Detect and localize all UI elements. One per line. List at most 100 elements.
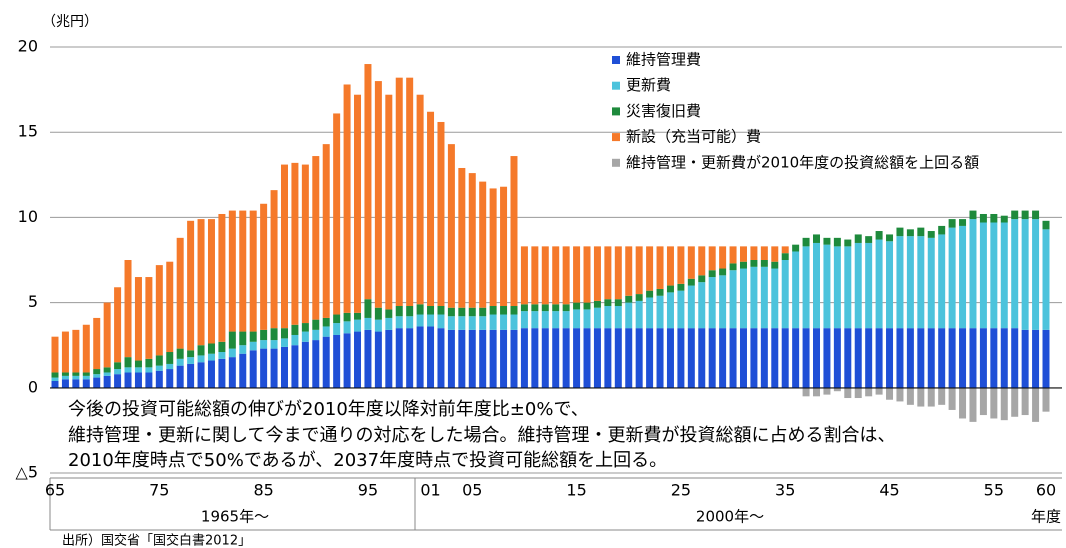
bar-segment: [354, 319, 362, 332]
bar-segment: [155, 370, 163, 388]
bar-segment: [364, 329, 372, 388]
bar-segment: [114, 362, 122, 370]
bar-segment: [489, 188, 497, 307]
bar-segment: [249, 331, 257, 342]
bar-segment: [729, 263, 737, 271]
x-tick-label: 65: [45, 481, 65, 500]
bar-segment: [197, 219, 205, 346]
bar-segment: [656, 295, 664, 329]
bar-segment: [948, 387, 956, 410]
bar-segment: [948, 328, 956, 388]
bar-segment: [447, 144, 455, 308]
bar-segment: [145, 358, 153, 368]
bar-segment: [312, 319, 320, 330]
bar-segment: [552, 328, 560, 388]
bar-segment: [625, 328, 633, 388]
bar-segment: [635, 328, 643, 388]
bar-segment: [166, 261, 174, 353]
bar-segment: [896, 236, 904, 329]
bar-segment: [886, 328, 894, 388]
bar-segment: [82, 324, 90, 373]
bar-segment: [239, 353, 247, 388]
bar-segment: [833, 387, 841, 392]
bar-segment: [1011, 219, 1019, 329]
bar-segment: [61, 372, 69, 376]
bar-segment: [51, 372, 59, 378]
bar-segment: [82, 372, 90, 376]
bar-segment: [385, 309, 393, 318]
bar-segment: [437, 328, 445, 388]
bar-segment: [260, 348, 268, 388]
bar-segment: [343, 321, 351, 334]
bar-segment: [520, 328, 528, 388]
bar-segment: [614, 328, 622, 388]
bar-segment: [406, 316, 414, 329]
x-tick-label: 15: [566, 481, 586, 500]
bar-segment: [781, 328, 789, 388]
bar-segment: [155, 365, 163, 371]
legend-swatch: [612, 158, 620, 167]
bar-segment: [479, 307, 487, 317]
bar-segment: [520, 246, 528, 305]
bar-segment: [1011, 328, 1019, 388]
bar-segment: [604, 306, 612, 329]
bar-segment: [614, 299, 622, 307]
bar-segment: [886, 241, 894, 329]
bar-segment: [354, 94, 362, 313]
bar-segment: [155, 265, 163, 356]
bar-segment: [729, 246, 737, 264]
bar-segment: [510, 306, 518, 315]
bar-segment: [228, 210, 236, 332]
bar-segment: [260, 329, 268, 341]
bar-segment: [573, 328, 581, 388]
bar-segment: [145, 367, 153, 373]
bar-segment: [906, 229, 914, 237]
bar-segment: [114, 374, 122, 388]
bar-segment: [1032, 219, 1040, 330]
bar-segment: [427, 111, 435, 307]
bar-segment: [719, 246, 727, 269]
bar-segment: [562, 328, 570, 388]
bar-segment: [833, 246, 841, 329]
bar-segment: [124, 260, 132, 358]
bar-segment: [270, 328, 278, 341]
bar-segment: [374, 81, 382, 308]
bar-segment: [510, 156, 518, 307]
bar-segment: [771, 261, 779, 269]
bar-segment: [103, 367, 111, 373]
bar-segment: [854, 242, 862, 329]
bar-segment: [103, 375, 111, 388]
bar-segment: [656, 328, 664, 388]
bar-segment: [813, 387, 821, 397]
bar-segment: [322, 336, 330, 388]
bar-segment: [218, 213, 226, 342]
x-tick-label: 05: [462, 481, 482, 500]
bar-segment: [61, 375, 69, 380]
bar-segment: [1042, 329, 1050, 388]
bar-segment: [500, 314, 508, 330]
bar-segment: [625, 246, 633, 296]
bar-segment: [938, 225, 946, 235]
bar-segment: [562, 304, 570, 312]
bar-segment: [614, 246, 622, 300]
y-tick-label: 0: [28, 377, 38, 396]
x-tick-label: 85: [253, 481, 273, 500]
bar-segment: [520, 311, 528, 329]
annotation: 維持管理・更新に関して今まで通りの対応をした場合。維持管理・更新費が投資総額に占…: [68, 425, 895, 446]
bar-segment: [406, 77, 414, 307]
bar-segment: [291, 324, 299, 335]
bar-segment: [802, 246, 810, 329]
bar-segment: [687, 328, 695, 388]
bar-segment: [72, 375, 80, 380]
bar-segment: [927, 387, 935, 407]
bar-segment: [917, 236, 925, 329]
bar-segment: [573, 246, 581, 303]
bar-segment: [500, 306, 508, 315]
bar-segment: [802, 328, 810, 388]
x-tick-label: 45: [879, 481, 899, 500]
bar-segment: [437, 314, 445, 329]
bar-segment: [249, 350, 257, 388]
bar-segment: [865, 328, 873, 388]
bar-segment: [573, 309, 581, 329]
